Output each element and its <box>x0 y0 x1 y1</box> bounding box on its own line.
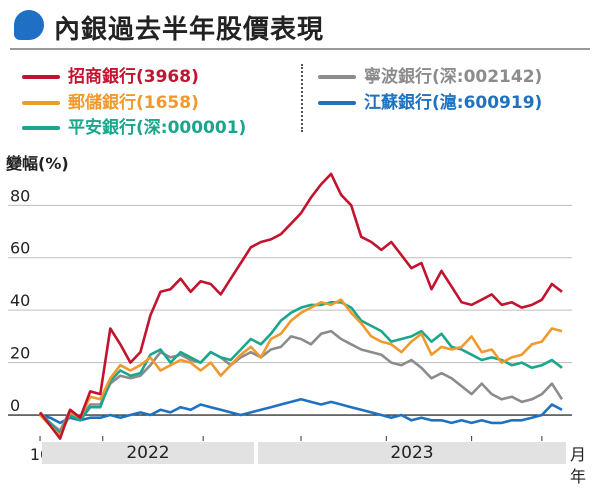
legend-label-jiangsu: 江蘇銀行(滬:600919) <box>364 93 543 113</box>
legend-item-pingan: 平安銀行(深:000001) <box>22 113 246 138</box>
y-axis-title: 變幅(%) <box>6 154 69 173</box>
y-tick-label: 0 <box>10 396 20 415</box>
legend-swatch-jiangsu <box>318 101 356 105</box>
series-line-3 <box>39 329 564 433</box>
series-line-1 <box>39 298 563 438</box>
legend-swatch-ningbo <box>318 75 356 79</box>
legend-label-ningbo: 寧波銀行(深:002142) <box>364 67 543 87</box>
grid-lines <box>8 204 572 416</box>
series-line-0 <box>38 172 563 440</box>
legend-item-jiangsu: 江蘇銀行(滬:600919) <box>318 88 542 113</box>
legend-label-psbc: 郵儲銀行(1658) <box>68 93 199 113</box>
series-lines <box>38 172 564 440</box>
title-bubble-icon <box>14 10 44 40</box>
year-axis-unit: 年 <box>570 467 586 486</box>
page-title: 內銀過去半年股價表現 <box>54 15 325 45</box>
year-label-2022: 2022 <box>42 442 254 464</box>
series-line-4 <box>39 398 563 425</box>
legend-swatch-pingan <box>22 126 60 130</box>
title-bar: 內銀過去半年股價表現 <box>0 0 599 50</box>
y-tick-label: 20 <box>10 344 30 363</box>
y-tick-labels: 0 20 40 60 80 <box>10 186 30 415</box>
y-tick-label: 80 <box>10 186 30 205</box>
legend-swatch-psbc <box>22 101 60 105</box>
legend-item-cmb: 招商銀行(3968) <box>22 62 199 87</box>
year-label-2023: 2023 <box>258 442 566 464</box>
series-line-2 <box>39 301 563 435</box>
x-axis-unit: 月 <box>570 445 586 464</box>
legend-swatch-cmb <box>22 75 60 79</box>
title-divider <box>10 48 590 50</box>
y-tick-label: 40 <box>10 291 30 310</box>
y-tick-label: 60 <box>10 239 30 258</box>
legend-item-ningbo: 寧波銀行(深:002142) <box>318 62 542 87</box>
legend-divider <box>301 64 303 132</box>
legend-item-psbc: 郵儲銀行(1658) <box>22 88 199 113</box>
legend-label-cmb: 招商銀行(3968) <box>68 67 199 87</box>
legend-label-pingan: 平安銀行(深:000001) <box>68 118 247 138</box>
